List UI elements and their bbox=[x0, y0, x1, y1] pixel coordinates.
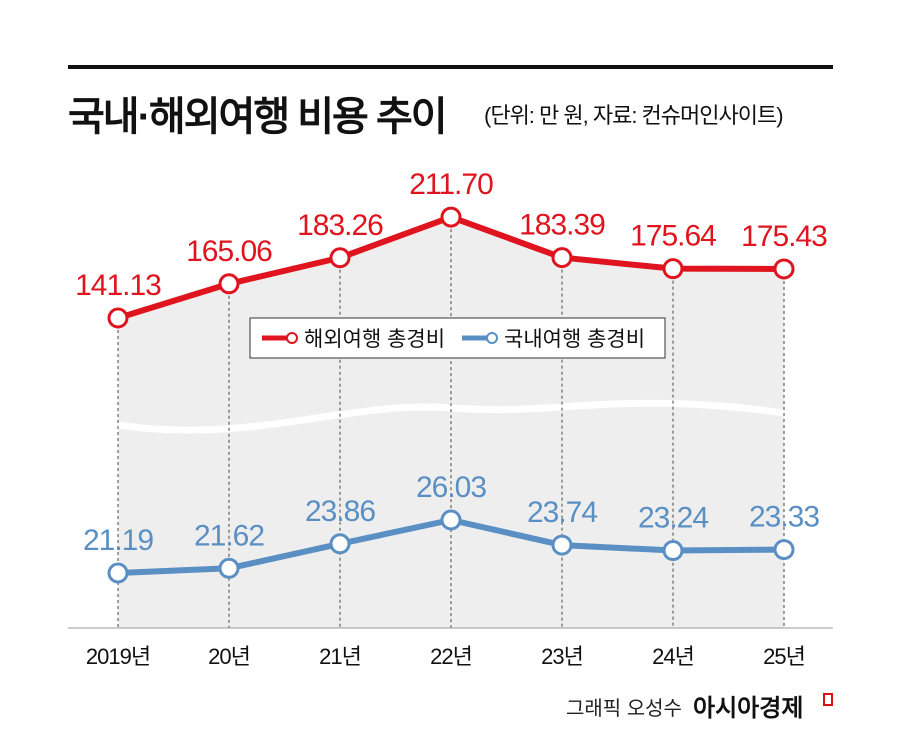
data-point bbox=[329, 533, 351, 555]
x-tick-label: 22년 bbox=[430, 644, 472, 669]
legend-label: 해외여행 총경비 bbox=[304, 328, 445, 351]
publisher-logo: 아시아경제 bbox=[693, 695, 804, 722]
axis-break-wave bbox=[117, 399, 785, 434]
data-label: 23.24 bbox=[638, 502, 708, 535]
chart-title: 국내·해외여행 비용 추이 bbox=[68, 95, 448, 139]
legend-marker-icon bbox=[286, 332, 298, 344]
legend: 해외여행 총경비 국내여행 총경비 bbox=[249, 317, 666, 359]
x-tick-label: 21년 bbox=[319, 644, 361, 669]
data-point bbox=[329, 247, 351, 269]
legend-label: 국내여행 총경비 bbox=[504, 328, 645, 351]
data-point bbox=[440, 509, 462, 531]
data-point bbox=[218, 273, 240, 295]
data-point bbox=[773, 258, 795, 280]
data-label: 23.86 bbox=[305, 495, 375, 528]
top-rule bbox=[68, 65, 833, 69]
data-label: 183.26 bbox=[297, 209, 383, 242]
data-label: 21.62 bbox=[194, 519, 264, 552]
x-tick-label: 20년 bbox=[208, 644, 250, 669]
x-tick-label: 25년 bbox=[763, 644, 805, 669]
data-point bbox=[551, 247, 573, 269]
data-label: 21.19 bbox=[83, 524, 153, 557]
data-point bbox=[107, 562, 129, 584]
data-point bbox=[440, 206, 462, 228]
data-label: 141.13 bbox=[75, 269, 161, 302]
data-label: 183.39 bbox=[519, 209, 605, 242]
chart-subtitle: (단위: 만 원, 자료: 컨슈머인사이트) bbox=[484, 103, 784, 128]
data-point bbox=[773, 539, 795, 561]
x-tick-label: 2019년 bbox=[86, 644, 150, 669]
x-tick-label: 24년 bbox=[652, 644, 694, 669]
data-point bbox=[662, 540, 684, 562]
data-point bbox=[107, 307, 129, 329]
legend-marker-icon bbox=[486, 332, 498, 344]
logo-mark-icon bbox=[823, 693, 833, 706]
legend-box bbox=[249, 317, 666, 359]
data-point bbox=[662, 258, 684, 280]
x-tick-label: 23년 bbox=[541, 644, 583, 669]
data-label: 211.70 bbox=[409, 168, 493, 201]
data-label: 175.43 bbox=[741, 220, 827, 253]
data-point bbox=[218, 557, 240, 579]
data-label: 165.06 bbox=[186, 235, 272, 268]
graphic-credit: 그래픽 오성수 bbox=[566, 698, 682, 720]
data-label: 23.74 bbox=[527, 496, 597, 529]
data-label: 175.64 bbox=[630, 220, 716, 253]
data-point bbox=[551, 534, 573, 556]
data-label: 26.03 bbox=[416, 471, 486, 504]
data-label: 23.33 bbox=[749, 501, 819, 534]
